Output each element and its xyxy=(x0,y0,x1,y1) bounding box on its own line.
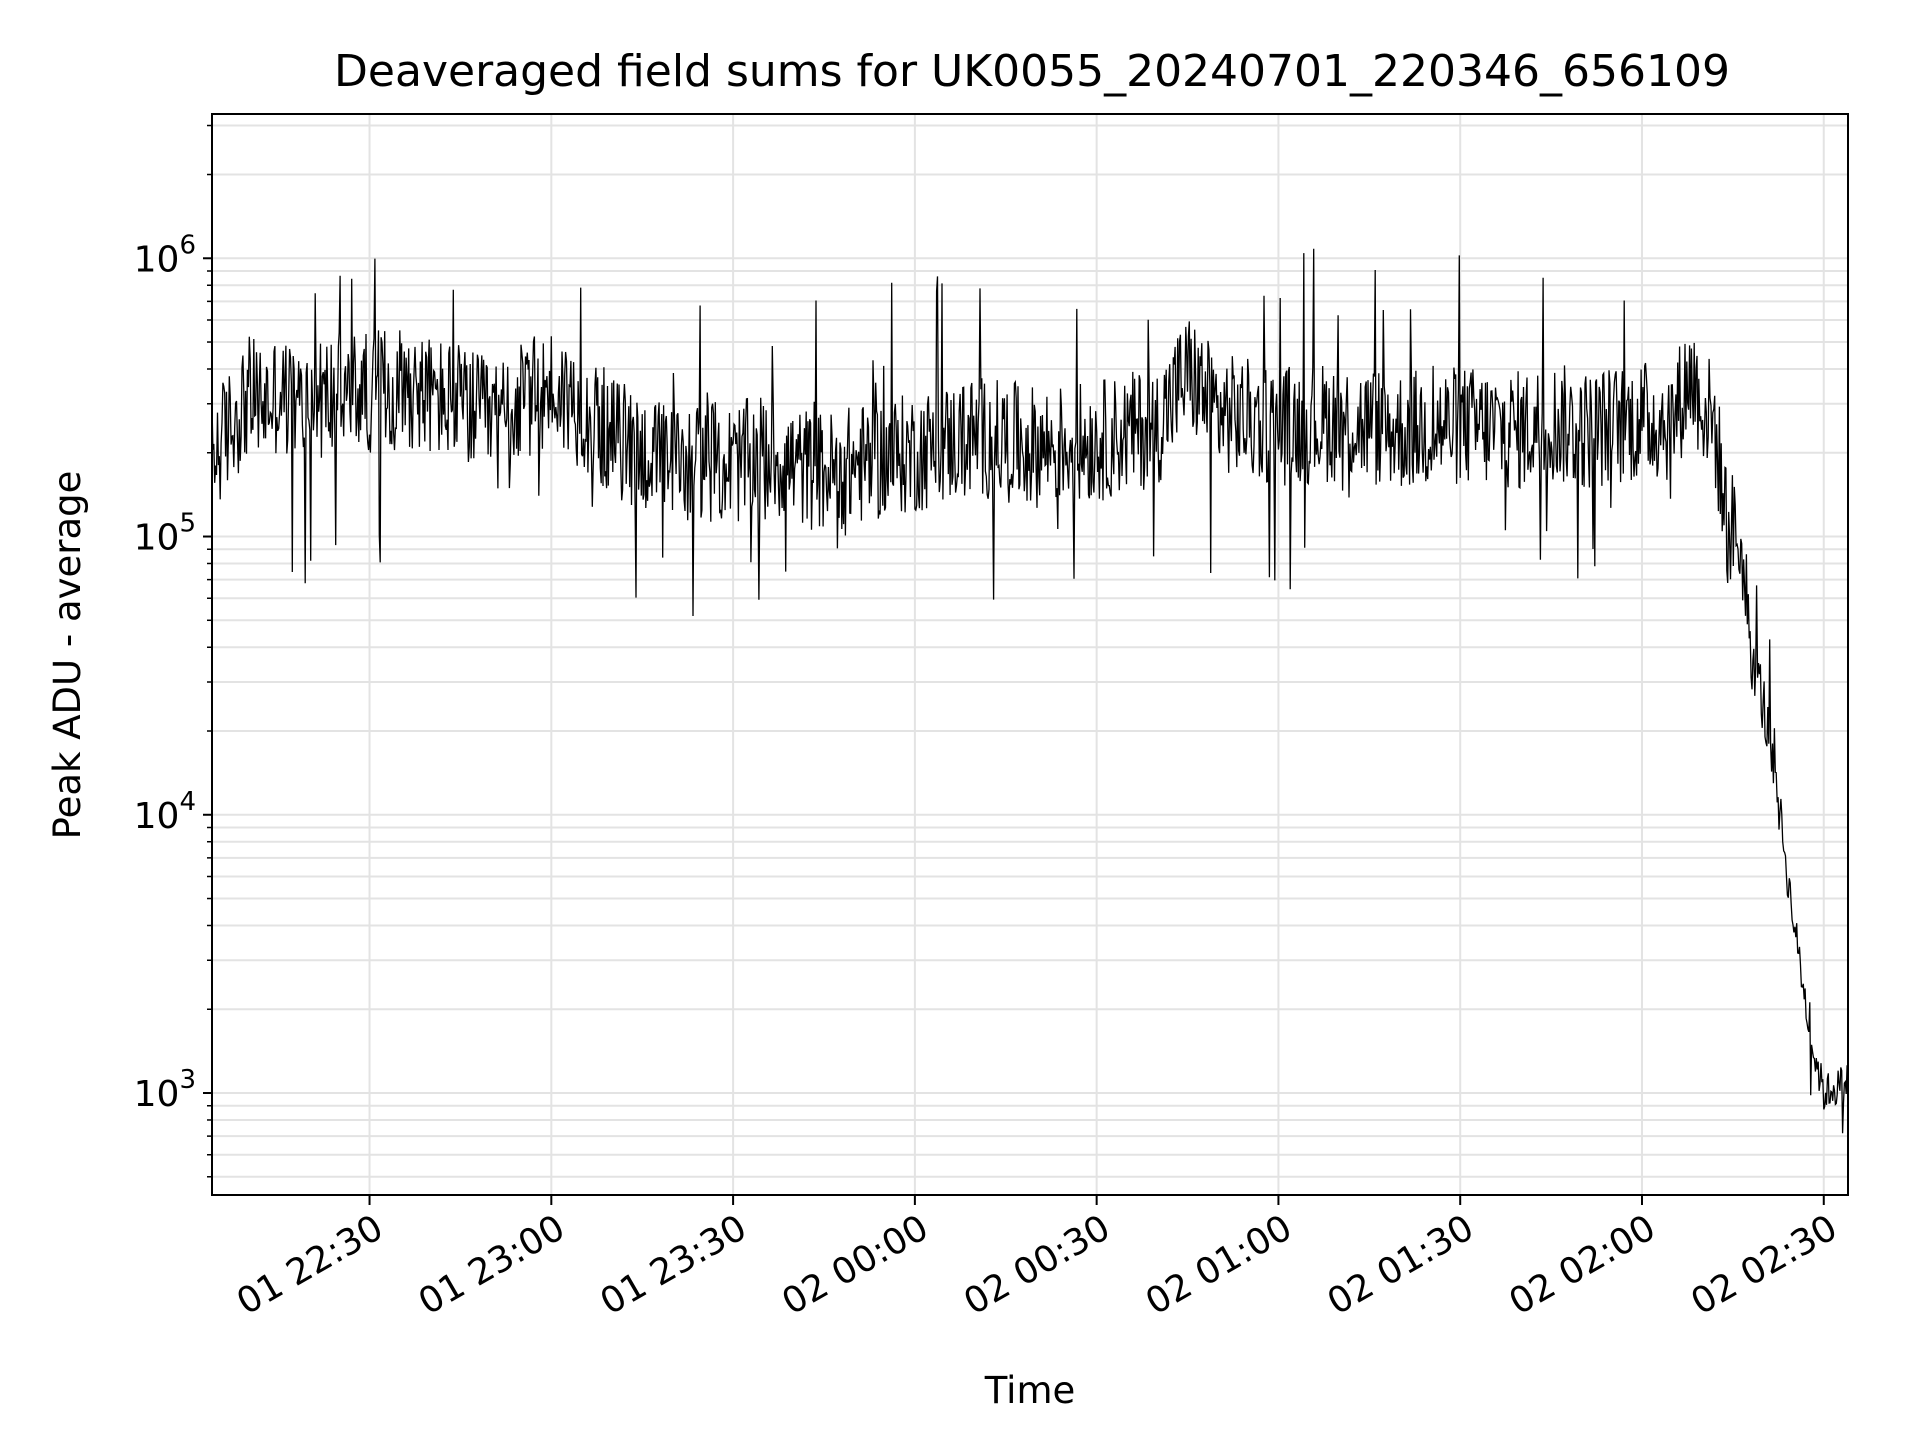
y-tick-base: 10 xyxy=(134,796,180,837)
y-tick-exponent: 5 xyxy=(179,509,196,539)
y-tick-label: 105 xyxy=(134,509,196,559)
y-tick-label: 104 xyxy=(134,787,196,837)
y-tick-exponent: 3 xyxy=(179,1065,196,1095)
series-layer xyxy=(212,248,1848,1134)
y-tick-base: 10 xyxy=(134,239,180,280)
y-tick-base: 10 xyxy=(134,1074,180,1115)
y-tick-exponent: 4 xyxy=(179,787,196,817)
plot-frame xyxy=(211,113,1849,1196)
y-tick-exponent: 6 xyxy=(179,230,196,260)
grid xyxy=(212,114,1848,1195)
y-tick-base: 10 xyxy=(134,518,180,559)
y-tick-label: 106 xyxy=(134,230,196,280)
chart-title: Deaveraged field sums for UK0055_2024070… xyxy=(334,46,1730,97)
series-line xyxy=(212,248,1848,1134)
y-axis-label: Peak ADU - average xyxy=(46,471,89,840)
y-tick-label: 103 xyxy=(134,1065,196,1115)
x-axis-label: Time xyxy=(984,1369,1076,1412)
